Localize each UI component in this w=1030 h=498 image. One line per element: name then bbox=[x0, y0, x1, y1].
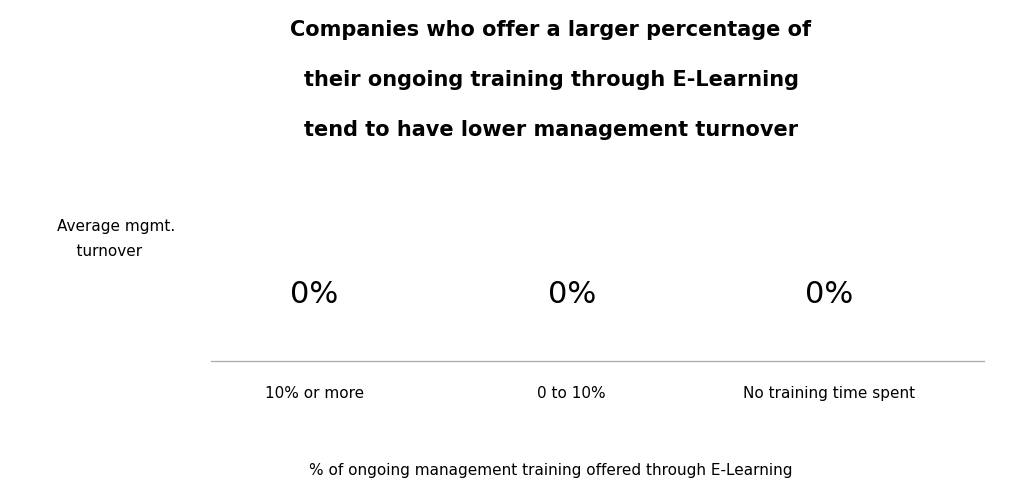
Text: 0%: 0% bbox=[290, 280, 338, 309]
Text: 0%: 0% bbox=[805, 280, 853, 309]
Text: Average mgmt.: Average mgmt. bbox=[57, 219, 175, 234]
Text: Companies who offer a larger percentage of: Companies who offer a larger percentage … bbox=[290, 20, 812, 40]
Text: % of ongoing management training offered through E-Learning: % of ongoing management training offered… bbox=[309, 463, 793, 478]
Text: 0 to 10%: 0 to 10% bbox=[538, 386, 606, 401]
Text: turnover: turnover bbox=[57, 244, 142, 259]
Text: tend to have lower management turnover: tend to have lower management turnover bbox=[304, 120, 798, 139]
Text: 10% or more: 10% or more bbox=[265, 386, 364, 401]
Text: their ongoing training through E-Learning: their ongoing training through E-Learnin… bbox=[304, 70, 798, 90]
Text: No training time spent: No training time spent bbox=[743, 386, 916, 401]
Text: 0%: 0% bbox=[548, 280, 595, 309]
